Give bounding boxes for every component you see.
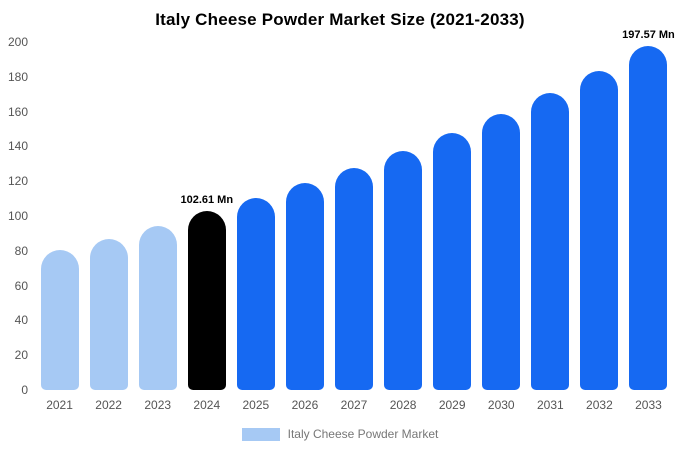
x-tick-label: 2021 [46,398,73,412]
bar-column [133,42,182,390]
y-tick-label: 0 [21,383,28,397]
bar-column [477,42,526,390]
bar-2029[interactable] [433,133,472,390]
bar-value-label: 197.57 Mn [622,29,675,42]
y-tick-label: 120 [7,174,28,189]
x-tick-label: 2026 [291,398,319,412]
bar-column [280,42,329,390]
chart-title: Italy Cheese Powder Market Size (2021-20… [155,10,525,29]
bar-2022[interactable] [89,238,128,390]
x-tick-label: 2031 [536,398,564,412]
legend-label: Italy Cheese Powder Market [287,427,439,441]
x-tick-label: 2032 [586,398,613,412]
bar-2030[interactable] [482,113,521,390]
y-tick-label: 180 [7,69,28,84]
y-tick-label: 20 [14,348,28,363]
x-tick-label: 2033 [635,398,662,412]
bar-2032[interactable] [580,70,619,390]
y-tick-label: 160 [7,104,28,119]
bar-2024[interactable]: 102.61 Mn [180,194,233,390]
bar-column [329,42,378,390]
bar-column [84,42,133,390]
plot-area: 102.61 Mn 197.57 Mn [35,29,675,390]
bar-2027[interactable] [335,167,373,390]
bar-column [379,42,428,390]
x-tick-label: 2029 [438,398,466,412]
bar-2026[interactable] [285,183,324,390]
y-tick-label: 80 [14,243,28,258]
bar-column [428,42,477,390]
bar-2025[interactable] [236,197,275,390]
legend-swatch [241,427,280,441]
bar-value-label: 102.61 Mn [180,194,234,207]
y-tick-label: 100 [7,209,28,223]
bar-column [575,42,624,390]
x-tick-label: 2027 [340,398,368,412]
bar-column: 102.61 Mn [180,42,233,390]
legend[interactable]: Italy Cheese Powder Market [0,427,680,441]
bar-2033[interactable]: 197.57 Mn [622,29,675,390]
bar-2028[interactable] [384,151,423,390]
x-tick-label: 2024 [193,398,221,412]
bar-column [526,42,575,390]
x-tick-label: 2030 [487,398,515,412]
bar-column [231,42,280,390]
y-tick-label: 140 [7,139,28,154]
x-tick-label: 2028 [389,398,417,412]
y-tick-label: 200 [7,35,28,49]
x-tick-label: 2025 [242,398,270,412]
y-tick-label: 60 [14,278,28,293]
y-axis: 0 20 40 60 80 100 120 140 160 180 200 [0,35,28,397]
bar-2031[interactable] [531,92,570,390]
bar-2021[interactable] [40,249,79,390]
x-tick-label: 2022 [95,398,122,412]
x-tick-label: 2023 [144,398,172,412]
bar-column: 197.57 Mn [622,29,675,390]
bar-2023[interactable] [138,226,177,390]
y-tick-label: 40 [14,313,28,328]
bar-column [35,42,84,390]
x-axis: 2021 2022 2023 2024 2025 2026 2027 2028 2029 2030… [35,398,673,412]
